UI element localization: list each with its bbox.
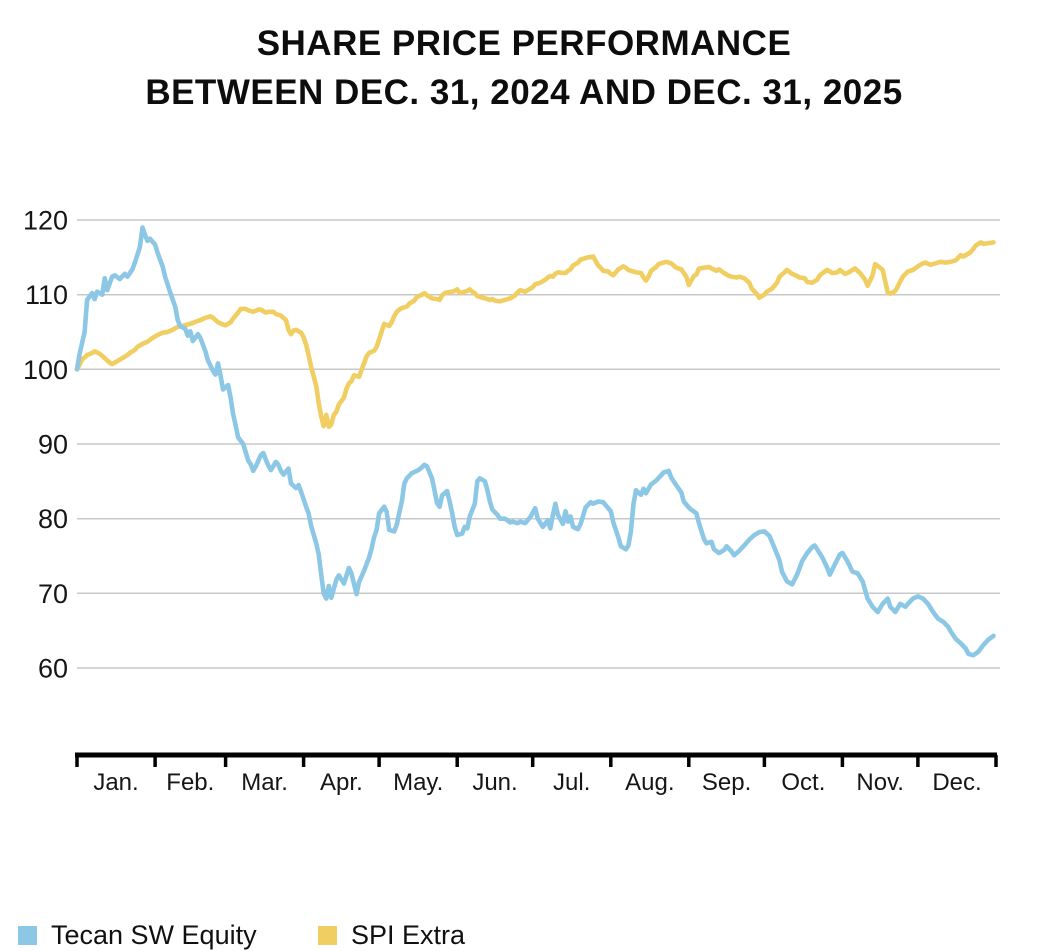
- chart-plot-area: 120 110 100 90 80 70 60 Jan. Feb. Mar. Apr. May. Jun…: [23, 206, 1000, 796]
- x-axis-label-feb-: Feb.: [166, 769, 214, 796]
- x-axis-label-apr-: Apr.: [320, 769, 363, 796]
- y-axis-label-100: 100: [23, 355, 68, 385]
- y-axis-label-60: 60: [38, 654, 68, 684]
- legend-item-spi-extra: SPI Extra: [318, 920, 465, 951]
- x-axis-label-jun-: Jun.: [472, 769, 517, 796]
- y-axis-label-120: 120: [23, 206, 68, 236]
- y-axis-label-90: 90: [38, 430, 68, 460]
- y-axis-label-70: 70: [38, 579, 68, 609]
- series-line-tecan-sw-equity: [74, 225, 996, 658]
- x-axis-label-nov-: Nov.: [856, 769, 904, 796]
- x-axis-label-sep-: Sep.: [702, 769, 751, 796]
- spi-legend-label: SPI Extra: [351, 920, 466, 950]
- chart-title: SHARE PRICE PERFORMANCE BETWEEN DEC. 31,…: [0, 19, 1048, 117]
- x-axis-label-oct-: Oct.: [781, 769, 825, 796]
- x-axis-label-mar-: Mar.: [241, 769, 288, 796]
- x-axis-label-jul-: Jul.: [553, 769, 590, 796]
- spi-legend-swatch-icon: [318, 926, 337, 945]
- tecan-legend-swatch-icon: [18, 926, 37, 945]
- x-axis-label-may-: May.: [393, 769, 443, 796]
- legend-item-tecan-sw-equity: Tecan SW Equity: [18, 920, 257, 951]
- chart-title-line1: SHARE PRICE PERFORMANCE: [256, 24, 792, 63]
- tecan-legend-label: Tecan SW Equity: [51, 920, 257, 950]
- x-axis-label-dec-: Dec.: [932, 769, 981, 796]
- chart-title-line2: BETWEEN DEC. 31, 2024 AND DEC. 31, 2025: [145, 73, 903, 112]
- series-line-spi-extra: [74, 240, 996, 430]
- x-axis-label-jan-: Jan.: [93, 769, 138, 796]
- y-axis-label-110: 110: [25, 280, 68, 310]
- y-axis-label-80: 80: [38, 504, 68, 534]
- x-axis-label-aug-: Aug.: [625, 769, 674, 796]
